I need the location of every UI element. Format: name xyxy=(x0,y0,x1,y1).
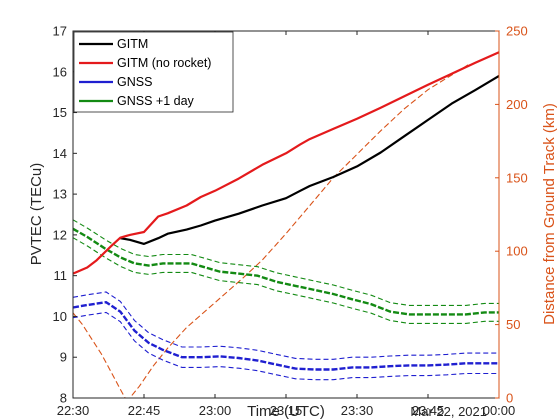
series-layer xyxy=(72,51,500,399)
series-gnss-lower-bound xyxy=(72,311,499,381)
y-tick-label-right: 250 xyxy=(506,24,528,39)
y-tick-label-left: 11 xyxy=(54,268,68,283)
y-tick-label-left: 14 xyxy=(53,146,67,161)
x-tick-label: 00:00 xyxy=(483,403,516,418)
y-tick-label-right: 200 xyxy=(506,97,528,112)
legend-label-gnss-plus1: GNSS +1 day xyxy=(117,94,195,108)
legend: GITM GITM (no rocket) GNSS GNSS +1 day xyxy=(73,31,234,113)
series-gitm_no_rocket-line xyxy=(72,51,500,275)
y-tick-label-right: 150 xyxy=(506,170,528,185)
y-tick-label-right: 50 xyxy=(506,317,520,332)
series-gnss_plus1-lower-bound xyxy=(72,237,499,324)
y-tick-label-left: 9 xyxy=(60,350,67,365)
x-tick-label: 23:30 xyxy=(341,403,374,418)
series-gnss-upper-bound xyxy=(72,291,499,360)
y-ticks-right: 0 50 100 150 200 250 xyxy=(495,24,528,406)
x-ticks: 22:30 22:45 23:00 23:15 23:30 23:45 00:00 xyxy=(57,31,516,418)
series-gnss_plus1-upper-bound xyxy=(72,219,499,306)
y-axis-label-left: PVTEC (TECu) xyxy=(28,163,45,266)
x-tick-label: 23:00 xyxy=(199,403,232,418)
legend-box xyxy=(73,31,234,113)
y-tick-label-left: 15 xyxy=(53,105,67,120)
x-axis-label: Time (UTC) xyxy=(247,403,325,420)
x-tick-label: 23:45 xyxy=(412,403,445,418)
legend-label-gitm-no-rocket: GITM (no rocket) xyxy=(117,56,211,70)
series-gitm-line xyxy=(120,74,500,245)
series-gnss-mean xyxy=(72,300,499,371)
y-axis-label-right: Distance from Ground Track (km) xyxy=(541,103,558,325)
x-tick-label: 23:15 xyxy=(270,403,303,418)
y-ticks-left: 8 9 10 11 12 13 14 15 16 17 xyxy=(53,24,77,406)
y-tick-label-right: 0 xyxy=(506,391,513,406)
y-tick-label-left: 8 xyxy=(60,391,67,406)
y-tick-label-left: 13 xyxy=(53,187,67,202)
legend-label-gitm: GITM xyxy=(117,37,148,51)
series-gnss_plus1-mean xyxy=(72,227,499,316)
y-tick-label-left: 12 xyxy=(53,227,67,242)
y-tick-label-left: 17 xyxy=(53,24,67,39)
x-date-annotation: Mar 22, 2021 xyxy=(410,404,487,419)
y-tick-label-right: 100 xyxy=(506,244,528,259)
x-tick-label: 22:30 xyxy=(57,403,90,418)
series-distance-line xyxy=(72,62,471,399)
y-tick-label-left: 10 xyxy=(53,309,67,324)
x-tick-label: 22:45 xyxy=(128,403,161,418)
y-tick-label-left: 16 xyxy=(53,64,67,79)
legend-label-gnss: GNSS xyxy=(117,75,152,89)
